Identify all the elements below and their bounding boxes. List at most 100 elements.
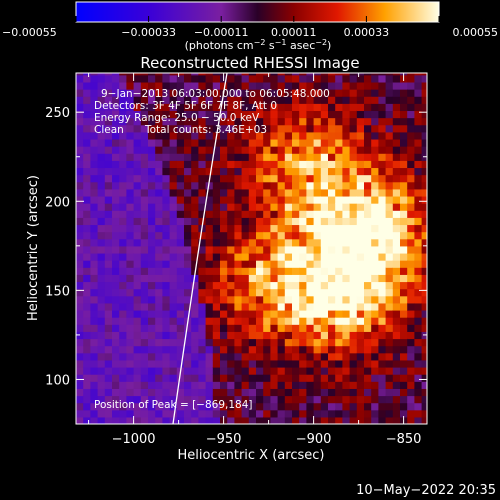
heatmap-cell [335,381,343,389]
heatmap-cell [220,146,228,154]
heatmap-cell [162,181,171,190]
heatmap-cell [349,331,358,340]
heatmap-cell [76,374,84,382]
heatmap-cell [126,324,135,332]
heatmap-cell [162,124,171,133]
heatmap-cell [349,217,358,226]
heatmap-cell [328,96,336,104]
heatmap-cell [277,96,286,104]
heatmap-cell [162,395,171,404]
heatmap-cell [356,167,365,176]
heatmap-cell [371,288,379,297]
heatmap-cell [320,174,329,183]
heatmap-cell [371,124,379,133]
heatmap-cell [83,146,91,154]
heatmap-cell [299,217,307,226]
heatmap-cell [356,103,365,112]
heatmap-cell [270,96,279,104]
heatmap-cell [155,274,163,283]
heatmap-cell [97,117,106,126]
heatmap-cell [256,210,264,218]
heatmap-cell [248,345,257,354]
heatmap-cell [97,267,106,275]
heatmap-cell [90,295,99,304]
heatmap-cell [378,146,387,154]
heatmap-cell [176,374,185,382]
heatmap-cell [256,103,264,112]
heatmap-cell [184,274,192,283]
heatmap-cell [191,110,199,119]
heatmap-cell [97,274,106,283]
heatmap-cell [342,309,351,318]
heatmap-cell [169,288,178,297]
heatmap-cell [407,359,415,368]
heatmap-cell [378,81,387,90]
heatmap-cell [220,309,228,318]
heatmap-cell [292,267,300,275]
heatmap-cell [371,160,379,169]
heatmap-cell [83,366,91,375]
heatmap-cell [378,210,387,218]
heatmap-cell [421,73,427,76]
heatmap-cell [184,81,192,90]
heatmap-cell [83,281,91,290]
heatmap-cell [227,359,235,368]
colorbar-tick-label: −0.00055 [2,26,57,39]
heatmap-cell [205,146,214,154]
heatmap-cell [148,195,156,204]
heatmap-cell [169,174,178,183]
heatmap-cell [328,89,336,97]
heatmap-cell [126,110,135,119]
heatmap-cell [385,345,394,354]
heatmap-cell [212,74,221,83]
heatmap-cell [76,395,84,404]
heatmap-cell [277,359,286,368]
heatmap-cell [378,345,387,354]
heatmap-cell [277,416,286,424]
heatmap-cell [349,338,358,347]
heatmap-cell [263,281,271,290]
heatmap-cell [133,388,142,397]
heatmap-cell [198,374,207,382]
heatmap-cell [284,167,293,176]
heatmap-cell [306,345,315,354]
heatmap-cell [299,238,307,247]
heatmap-cell [162,131,171,140]
heatmap-cell [248,309,257,318]
heatmap-cell [104,160,113,169]
heatmap-cell [371,295,379,304]
heatmap-cell [227,260,235,268]
heatmap-cell [184,153,192,161]
heatmap-cell [220,288,228,297]
heatmap-cell [385,203,394,211]
heatmap-cell [184,245,192,254]
heatmap-cell [356,238,365,247]
heatmap-cell [76,366,84,375]
heatmap-cell [140,81,149,90]
heatmap-cell [256,138,264,147]
heatmap-cell [414,281,423,290]
heatmap-cell [392,331,401,340]
heatmap-cell [126,74,135,83]
heatmap-cell [212,395,221,404]
heatmap-cell [212,81,221,90]
heatmap-cell [133,167,142,176]
heatmap-cell [148,81,156,90]
heatmap-cell [104,117,113,126]
heatmap-cell [133,295,142,304]
heatmap-cell [97,345,106,354]
heatmap-cell [256,295,264,304]
heatmap-cell [292,260,300,268]
heatmap-cell [76,224,84,233]
heatmap-cell [270,117,279,126]
heatmap-cell [270,110,279,119]
heatmap-cell [356,324,365,332]
heatmap-cell [83,81,91,90]
heatmap-cell [407,331,415,340]
heatmap-cell [112,174,120,183]
heatmap-cell [284,131,293,140]
heatmap-cell [407,174,415,183]
heatmap-cell [270,124,279,133]
heatmap-cell [385,302,394,311]
heatmap-cell [335,324,343,332]
